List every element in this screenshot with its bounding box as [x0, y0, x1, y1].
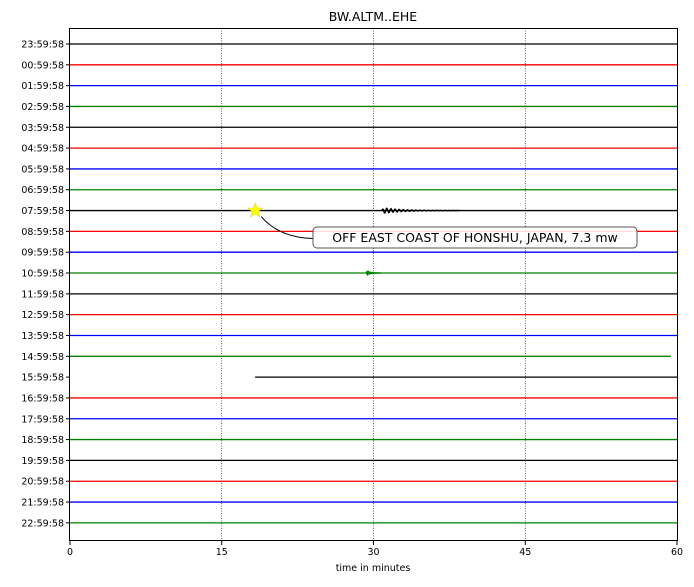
row-label-21: 20:59:58: [21, 477, 64, 488]
row-label-16: 15:59:58: [21, 373, 64, 384]
x-tick-label-60: 60: [671, 547, 683, 558]
event-connector: [260, 216, 314, 240]
signal-burst-1: [365, 269, 381, 277]
row-label-1: 00:59:58: [21, 60, 64, 71]
x-tick-label-30: 30: [367, 547, 379, 558]
row-label-11: 10:59:58: [21, 269, 64, 280]
row-label-10: 09:59:58: [21, 248, 64, 259]
row-label-7: 06:59:58: [21, 185, 64, 196]
row-label-8: 07:59:58: [21, 206, 64, 217]
row-label-0: 23:59:58: [21, 40, 64, 51]
row-label-19: 18:59:58: [21, 435, 64, 446]
event-label: OFF EAST COAST OF HONSHU, JAPAN, 7.3 mw: [332, 230, 618, 245]
x-tick-label-45: 45: [519, 547, 531, 558]
vertical-gridlines: [221, 28, 526, 541]
chart-title: BW.ALTM..EHE: [329, 9, 417, 24]
row-label-17: 16:59:58: [21, 393, 64, 404]
event-star-icon: [246, 202, 264, 218]
x-tick-label-0: 0: [67, 547, 73, 558]
row-label-23: 22:59:58: [21, 518, 64, 529]
row-label-20: 19:59:58: [21, 456, 64, 467]
signal-bursts: [365, 207, 460, 277]
row-label-9: 08:59:58: [21, 227, 64, 238]
event-label-box: [312, 226, 638, 249]
row-label-6: 05:59:58: [21, 164, 64, 175]
event-annotation: OFF EAST COAST OF HONSHU, JAPAN, 7.3 mw: [246, 202, 638, 249]
x-axis-ticks: 0 15 30 45 60: [67, 541, 683, 558]
row-label-14: 13:59:58: [21, 331, 64, 342]
row-label-15: 14:59:58: [21, 352, 64, 363]
row-label-22: 21:59:58: [21, 498, 64, 509]
row-label-12: 11:59:58: [21, 289, 64, 300]
row-label-3: 02:59:58: [21, 102, 64, 113]
row-label-2: 01:59:58: [21, 81, 64, 92]
row-time-labels: 23:59:58 00:59:58 01:59:58 02:59:58 03:59:58…: [21, 40, 70, 529]
row-label-18: 17:59:58: [21, 414, 64, 425]
row-label-4: 03:59:58: [21, 123, 64, 134]
row-label-5: 04:59:58: [21, 144, 64, 155]
x-axis-label: time in minutes: [336, 563, 411, 574]
plot-frame: [69, 28, 678, 541]
signal-burst-0: [381, 207, 460, 214]
row-label-13: 12:59:58: [21, 310, 64, 321]
x-tick-label-15: 15: [216, 547, 228, 558]
